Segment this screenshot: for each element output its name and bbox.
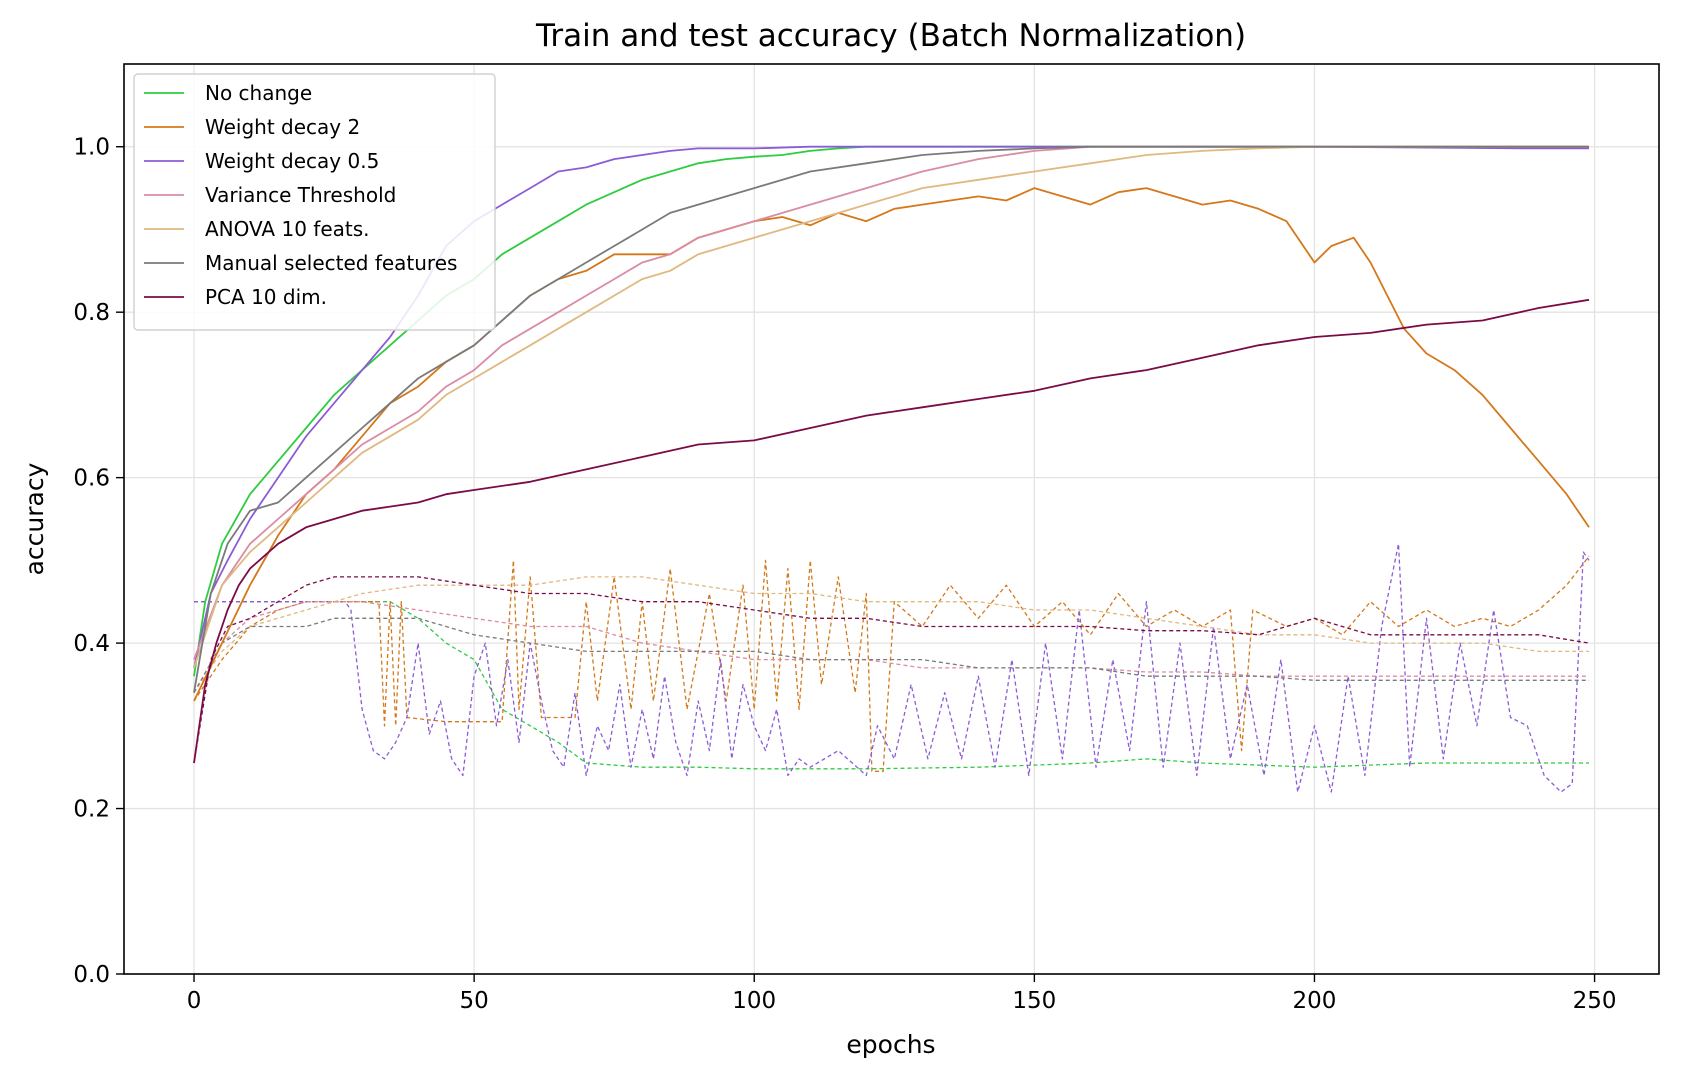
y-tick-label: 0.4 — [73, 631, 110, 657]
train-line-manual-selected-features — [193, 145, 1589, 693]
legend-box — [133, 73, 496, 331]
legend: No change Weight decay 2 Weight decay 0.5 V… — [133, 73, 496, 331]
x-tick-label: 200 — [1293, 988, 1337, 1014]
test-line-pca-10-dim — [193, 576, 1590, 764]
x-tick-label: 150 — [1012, 988, 1056, 1014]
legend-label: Manual selected features — [205, 251, 457, 275]
test-line-weight-decay-0-5 — [194, 543, 1590, 793]
y-tick-label: 0.8 — [73, 300, 110, 326]
train-line-weight-decay-2 — [193, 187, 1590, 702]
test-line-no-change — [194, 601, 1589, 770]
y-axis-label: accuracy — [20, 462, 49, 575]
y-tick-label: 0.2 — [73, 797, 110, 823]
x-tick-label: 0 — [187, 988, 202, 1014]
x-tick-label: 50 — [459, 988, 488, 1014]
train-line-weight-decay-0-5 — [193, 145, 1589, 669]
test-line-manual-selected-features — [193, 617, 1589, 694]
test-line-weight-decay-2 — [193, 555, 1590, 772]
chart-title: Train and test accuracy (Batch Normaliza… — [535, 18, 1246, 54]
train-line-anova-10-feats — [193, 145, 1589, 669]
x-tick-label: 250 — [1573, 988, 1617, 1014]
train-line-pca-10-dim — [193, 298, 1590, 764]
test-line-variance-threshold — [193, 601, 1589, 694]
legend-label: No change — [205, 81, 312, 105]
legend-label: Weight decay 0.5 — [205, 149, 379, 173]
y-tick-label: 0.0 — [73, 962, 110, 988]
legend-label: ANOVA 10 feats. — [205, 217, 370, 241]
legend-label: Weight decay 2 — [205, 115, 360, 139]
x-tick-label: 100 — [732, 988, 776, 1014]
y-tick-label: 0.6 — [73, 466, 110, 492]
train-line-no-change — [193, 145, 1589, 677]
x-axis-label: epochs — [846, 1030, 935, 1059]
tick-layer: 0 50 100 150 200 250 0.0 0.2 0.4 0.6 0.8 1.0 — [73, 135, 1616, 1014]
series-layer — [193, 145, 1590, 793]
plot-frame — [123, 63, 1660, 975]
legend-label: Variance Threshold — [205, 183, 396, 207]
test-line-anova-10-feats — [193, 576, 1589, 694]
train-line-variance-threshold — [193, 145, 1589, 660]
y-tick-label: 1.0 — [73, 135, 110, 161]
legend-label: PCA 10 dim. — [205, 285, 327, 309]
